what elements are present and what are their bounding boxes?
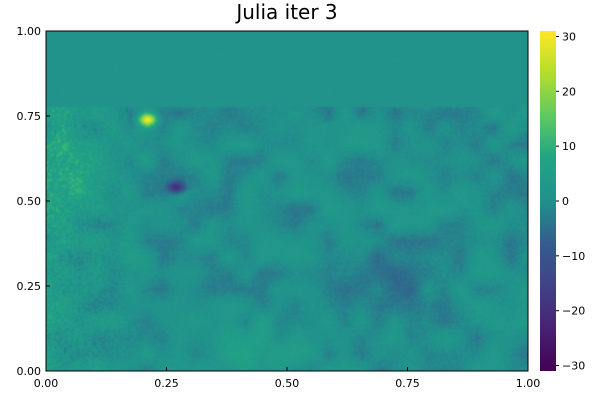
colorbar-tick-label: −20 [562, 305, 585, 318]
x-tick-label: 0.00 [34, 377, 59, 390]
colorbar-tick-label: −30 [562, 360, 585, 373]
y-tick-label: 0.75 [17, 110, 42, 123]
colorbar: −30 −20 −10 0 10 20 30 [540, 30, 585, 373]
x-tick-label: 0.25 [154, 377, 179, 390]
plot-area [45, 30, 529, 372]
x-tick-label: 0.50 [275, 377, 300, 390]
colorbar-tick-label: 20 [562, 85, 576, 98]
y-axis: 0.00 0.25 0.50 0.75 1.00 [17, 25, 50, 378]
x-tick-label: 0.75 [395, 377, 420, 390]
colorbar-tick-label: −10 [562, 250, 585, 263]
colorbar-tick-label: 10 [562, 140, 576, 153]
x-tick-label: 1.00 [516, 377, 541, 390]
y-tick-label: 0.50 [17, 195, 42, 208]
chart-title: Julia iter 3 [234, 0, 337, 24]
colorbar-axis: −30 −20 −10 0 10 20 30 [556, 30, 585, 373]
x-axis: 0.00 0.25 0.50 0.75 1.00 [34, 367, 541, 390]
y-tick-label: 0.25 [17, 280, 42, 293]
colorbar-gradient [540, 31, 556, 371]
y-tick-label: 0.00 [17, 365, 42, 378]
y-tick-label: 1.00 [17, 25, 42, 38]
colorbar-tick-label: 30 [562, 30, 576, 43]
colorbar-tick-label: 0 [562, 195, 569, 208]
heatmap-image [46, 31, 528, 371]
